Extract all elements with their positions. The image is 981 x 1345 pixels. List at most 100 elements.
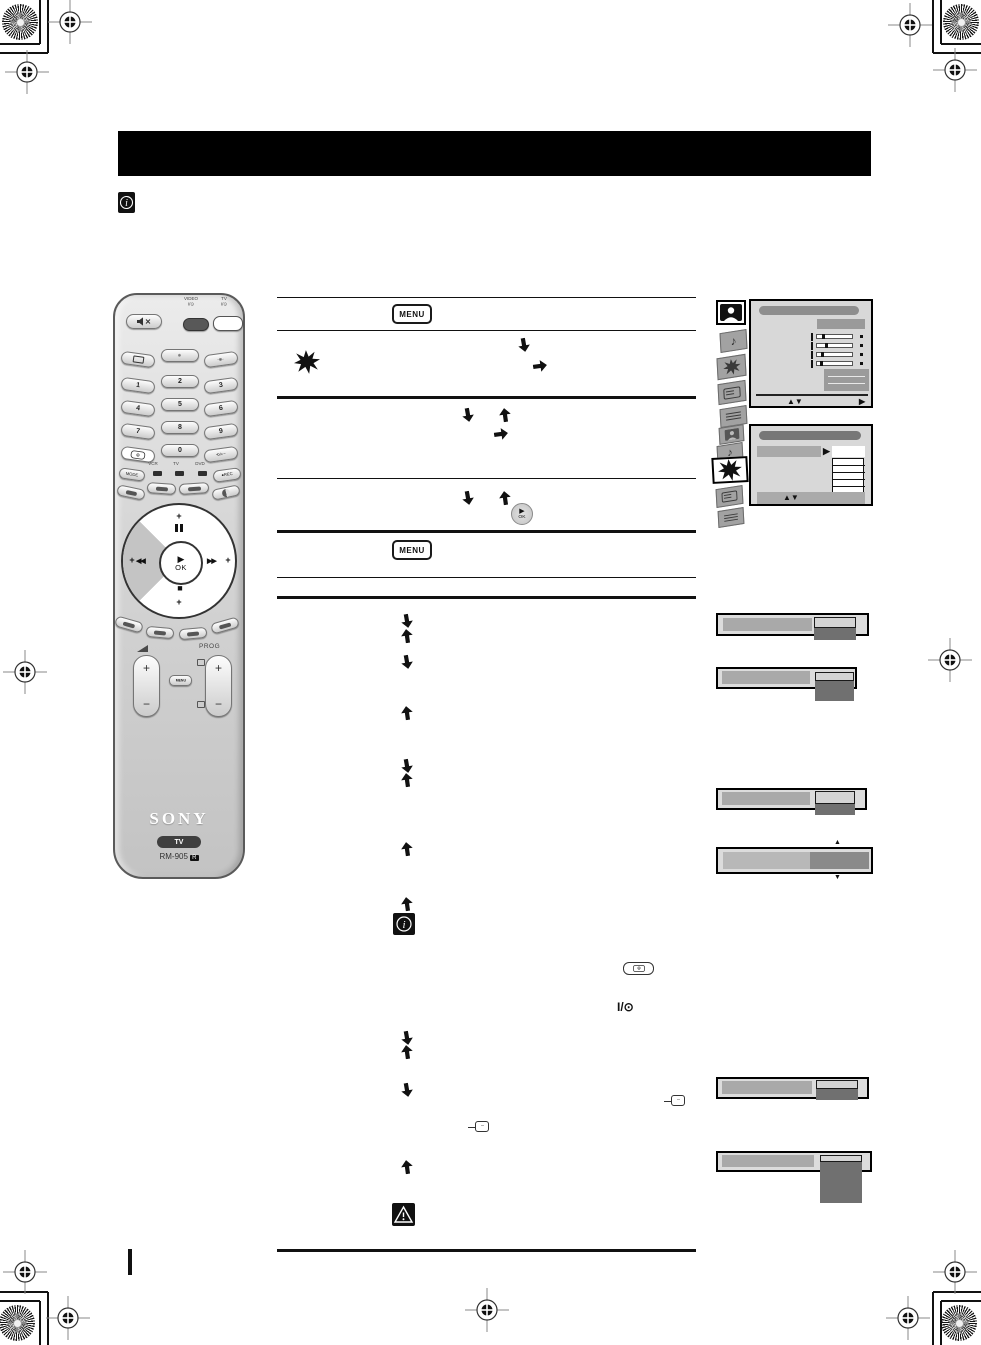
play-icon: ▶ bbox=[177, 553, 185, 564]
ffwd-icon: ▶▶ bbox=[207, 558, 217, 565]
menu-button-icon: MENU bbox=[392, 304, 432, 324]
connector-icon: ··· bbox=[664, 1095, 686, 1107]
pip-icon: ⊕ bbox=[178, 353, 182, 358]
teletext-reveal-icon bbox=[221, 487, 231, 498]
tv-indicator bbox=[175, 471, 184, 476]
crop-mark-line bbox=[933, 52, 981, 54]
registration-crosshair-icon bbox=[3, 650, 47, 694]
model-label: RM-905 R bbox=[159, 852, 199, 861]
menu-bar-fill bbox=[722, 792, 810, 805]
registration-crosshair-icon bbox=[933, 1250, 977, 1294]
up-arrow-icon bbox=[401, 1160, 413, 1175]
menu-bar-fill bbox=[722, 671, 810, 684]
menu-mini-button: MENU bbox=[169, 675, 192, 686]
up-arrow-icon bbox=[401, 897, 413, 912]
osd-right-hint: ▶ bbox=[859, 397, 866, 406]
osd-selection-value bbox=[832, 446, 865, 457]
table-rule-thick bbox=[277, 396, 696, 399]
menu-dropdown-bottom bbox=[815, 681, 854, 701]
osd-slider-row bbox=[811, 350, 871, 360]
crop-mark-line bbox=[940, 0, 942, 44]
pinwheel-target-icon bbox=[0, 1305, 35, 1341]
teletext-on-icon bbox=[155, 486, 168, 491]
up-arrow-icon bbox=[499, 408, 511, 423]
wide-mode-icon: -⊕- bbox=[217, 357, 225, 363]
svg-text:i: i bbox=[125, 198, 128, 209]
info-icon: i bbox=[393, 913, 415, 935]
fastext-yellow-icon bbox=[186, 630, 200, 637]
osd-title-bar bbox=[759, 306, 859, 315]
menu-bar-fill bbox=[722, 1081, 812, 1094]
table-rule-thick bbox=[277, 530, 696, 533]
analog-icon: ⊕ bbox=[130, 449, 146, 460]
crop-mark-line bbox=[0, 43, 40, 45]
registration-crosshair-icon bbox=[928, 638, 972, 682]
vol-right-icon: + bbox=[225, 555, 231, 565]
pause-icon bbox=[174, 524, 184, 532]
analog-button-icon: ⊕ bbox=[623, 962, 654, 975]
teletext-on-button bbox=[146, 482, 177, 495]
tv-mode-label: TV bbox=[173, 462, 179, 467]
up-arrow-icon bbox=[401, 842, 413, 857]
table-rule-thick bbox=[277, 1249, 696, 1252]
features-icon bbox=[716, 353, 747, 381]
menu-dropdown-top bbox=[816, 1080, 858, 1089]
crop-mark-line bbox=[0, 1300, 40, 1302]
prog-rocker: + − bbox=[205, 655, 232, 717]
rewind-icon: ◀◀ bbox=[136, 558, 146, 565]
ok-button: ▶ OK bbox=[159, 541, 203, 585]
osd-panel: ▲▼ ▶ bbox=[749, 299, 873, 408]
down-arrow-icon bbox=[401, 1030, 413, 1045]
menu-dropdown-top bbox=[815, 672, 854, 681]
video-power-button bbox=[183, 318, 209, 331]
brand-logo: SONY bbox=[149, 809, 209, 828]
osd-updown-hint: ▲▼ bbox=[787, 397, 803, 406]
digit-2-button: 2 bbox=[161, 375, 199, 388]
osd-selection-bar bbox=[757, 446, 821, 457]
vcr-label: VCR bbox=[148, 462, 158, 467]
sound-icon: ♪ bbox=[719, 328, 748, 354]
menu-dropdown-bottom bbox=[820, 1162, 862, 1203]
osd-title-bar bbox=[759, 431, 861, 440]
osd-divider bbox=[756, 394, 868, 396]
down-arrow-icon bbox=[462, 407, 474, 422]
screen-icon bbox=[132, 355, 144, 364]
registration-crosshair-icon bbox=[3, 1250, 47, 1294]
osd-updown-hint: ▲▼ bbox=[783, 493, 799, 502]
menu-bar-selection bbox=[810, 852, 869, 869]
pinwheel-target-icon bbox=[2, 4, 38, 40]
up-arrow-icon bbox=[401, 773, 413, 788]
menu-bar-fill bbox=[723, 852, 810, 869]
power-symbol: I/⊙ bbox=[617, 1000, 634, 1014]
osd-bottom-strip: ▲▼ bbox=[757, 492, 865, 504]
volume-rocker: + − bbox=[133, 655, 160, 717]
menu-bar-fill bbox=[722, 1155, 814, 1167]
menu-button-icon: MENU bbox=[392, 540, 432, 560]
teletext-hold-button bbox=[178, 481, 210, 496]
info-icon: i bbox=[118, 192, 135, 213]
tv-power-label: TV I/⊙ bbox=[220, 297, 228, 307]
crop-mark-line bbox=[39, 1301, 41, 1345]
page-title-bar bbox=[118, 131, 871, 176]
up-hint-icon: ▲ bbox=[834, 839, 841, 846]
registration-crosshair-icon bbox=[465, 1288, 509, 1332]
registration-crosshair-icon bbox=[886, 1296, 930, 1340]
fastext-green-button bbox=[145, 625, 175, 640]
down-arrow-icon bbox=[401, 1082, 413, 1097]
fastext-green-icon bbox=[153, 629, 167, 636]
picture-icon bbox=[716, 300, 746, 325]
osd-header-block bbox=[817, 319, 865, 329]
osd-slider-row bbox=[811, 332, 871, 342]
right-arrow-icon bbox=[532, 359, 547, 373]
digit-8-button: 8 bbox=[161, 421, 199, 434]
down-arrow-icon bbox=[462, 490, 474, 505]
crop-mark-line bbox=[932, 1292, 934, 1345]
digit-0-button: 0 bbox=[161, 444, 199, 457]
down-arrow-icon bbox=[401, 758, 413, 773]
crop-mark-line bbox=[0, 1291, 48, 1293]
features-icon-selected bbox=[711, 456, 749, 484]
registration-crosshair-icon bbox=[46, 1296, 90, 1340]
menu-dropdown-top bbox=[815, 791, 855, 804]
pip-button: ⊕ bbox=[161, 349, 199, 362]
dvd-indicator bbox=[198, 471, 207, 476]
